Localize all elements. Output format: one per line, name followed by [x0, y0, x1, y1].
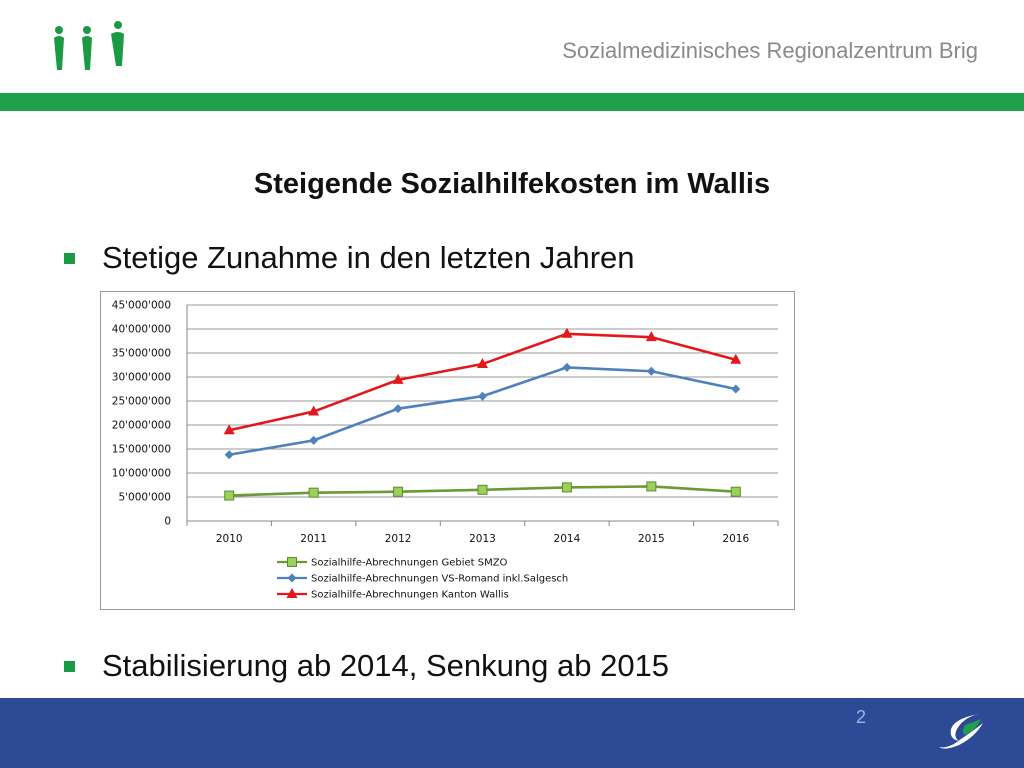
legend-marker	[286, 588, 298, 598]
data-point	[645, 331, 657, 342]
y-tick-label: 25'000'000	[112, 396, 171, 408]
bullet-text: Stetige Zunahme in den letzten Jahren	[102, 240, 635, 275]
data-point	[478, 391, 487, 401]
legend-marker	[287, 573, 297, 583]
data-point	[561, 327, 573, 338]
legend-label: Sozialhilfe-Abrechnungen Kanton Wallis	[311, 590, 509, 601]
series-line-3	[228, 332, 737, 432]
data-point	[731, 384, 741, 394]
x-tick-label: 2011	[300, 533, 327, 545]
data-point	[309, 435, 319, 445]
bullet-square-icon	[64, 660, 75, 672]
legend-label: Sozialhilfe-Abrechnungen VS-Romand inkl.…	[311, 574, 568, 585]
data-point	[308, 487, 319, 498]
data-point	[223, 424, 235, 435]
three-people-icon	[54, 21, 124, 70]
data-point	[477, 484, 488, 495]
legend-marker	[287, 557, 297, 567]
header-band	[0, 93, 1024, 111]
x-tick-label: 2012	[385, 533, 412, 545]
bullet-text: Stabilisierung ab 2014, Senkung ab 2015	[102, 648, 670, 683]
slide-title: Steigende Sozialhilfekosten im Wallis	[253, 168, 771, 200]
data-point	[730, 353, 742, 364]
chart-canvas: 0 5'000'000 10'000'000 15'000'000 20'000'000…	[112, 300, 779, 601]
x-tick-label: 2014	[554, 533, 581, 545]
data-point	[646, 481, 657, 492]
y-tick-label: 40'000'000	[112, 324, 171, 336]
data-point	[561, 482, 572, 493]
y-tick-label: 35'000'000	[112, 348, 171, 360]
data-point	[393, 404, 403, 414]
data-point	[393, 486, 404, 497]
y-tick-label: 30'000'000	[112, 372, 171, 384]
page-number: 2	[855, 707, 866, 727]
x-tick-label: 2016	[722, 533, 749, 545]
data-point	[224, 490, 235, 501]
x-tick-label: 2010	[216, 533, 243, 545]
x-tick-label: 2015	[638, 533, 665, 545]
swoosh-logo-icon	[939, 713, 985, 749]
line-chart: 0 5'000'000 10'000'000 15'000'000 20'000'000…	[100, 291, 795, 610]
bullet-item-1: Stetige Zunahme in den letzten Jahren	[64, 240, 635, 276]
data-point	[562, 362, 572, 372]
y-tick-label: 0	[164, 516, 171, 528]
bullet-square-icon	[64, 252, 75, 264]
data-point	[646, 366, 656, 376]
x-tick-label: 2013	[469, 533, 496, 545]
footer-band	[0, 698, 1024, 768]
data-point	[477, 358, 488, 369]
y-tick-label: 20'000'000	[112, 420, 171, 432]
data-point	[392, 373, 404, 384]
y-tick-label: 15'000'000	[112, 444, 171, 456]
legend-label: Sozialhilfe-Abrechnungen Gebiet SMZO	[311, 558, 508, 569]
y-tick-label: 45'000'000	[112, 300, 171, 312]
series-line-2	[228, 366, 737, 457]
data-point	[308, 405, 320, 416]
data-point	[224, 450, 234, 460]
y-tick-label: 10'000'000	[112, 468, 171, 480]
organization-title: Sozialmedizinisches Regionalzentrum Brig	[562, 38, 978, 63]
bullet-item-2: Stabilisierung ab 2014, Senkung ab 2015	[64, 648, 669, 684]
data-point	[730, 486, 741, 497]
y-tick-label: 5'000'000	[118, 492, 171, 504]
